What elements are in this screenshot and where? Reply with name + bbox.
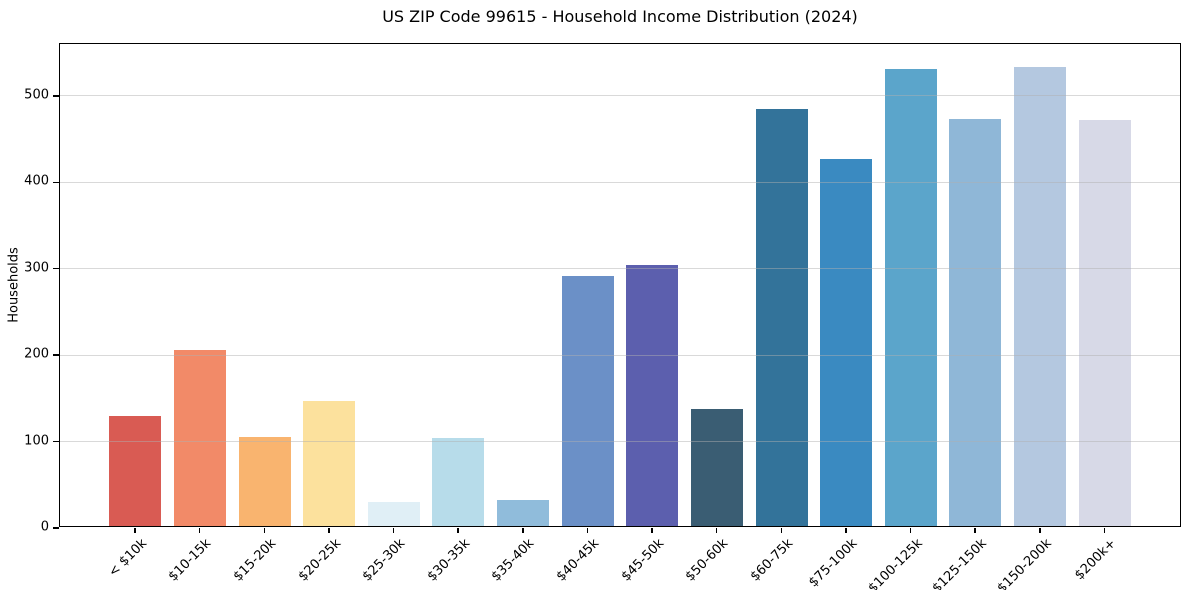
bar-slot-8: $45-50k	[618, 44, 685, 584]
bar-$200k+	[1078, 119, 1131, 526]
bar-$20-25k	[303, 401, 356, 526]
x-tick-mark-3	[328, 527, 330, 533]
x-tick-label-3: $20-25k	[295, 536, 344, 585]
bar-slot-4: $25-30k	[360, 44, 427, 584]
x-tick-mark-14	[1039, 527, 1041, 533]
bar-$75-100k	[820, 159, 873, 526]
bar-$40-45k	[561, 276, 614, 526]
y-tick-label-0: 0	[40, 519, 49, 535]
y-tick-label-400: 400	[24, 173, 49, 189]
x-tick-label-12: $100-125k	[865, 536, 926, 590]
x-tick-mark-10	[780, 527, 783, 533]
bar-slot-6: $35-40k	[489, 44, 556, 584]
bar-slot-15: $200k+	[1072, 44, 1137, 583]
bar-$30-35k	[432, 438, 485, 526]
bar-slot-9: $50-60k	[683, 44, 750, 584]
bar-slot-2: $15-20k	[231, 44, 297, 584]
x-tick-mark-15	[1103, 527, 1106, 533]
bar-$100-125k	[884, 68, 937, 526]
bar-$10-15k	[173, 349, 226, 526]
x-tick-mark-2	[263, 527, 266, 533]
x-tick-mark-9	[715, 527, 718, 533]
x-tick-label-2: $15-20k	[230, 536, 280, 585]
plot-area: < $10k $10-15k $15-20k $20-25k $25-30k $30-35…	[53, 43, 1181, 590]
bar-slot-0: < $10k	[103, 44, 168, 580]
x-tick-mark-13	[974, 527, 976, 533]
chart-title: US ZIP Code 99615 - Household Income Dis…	[382, 7, 858, 26]
bars-row: < $10k $10-15k $15-20k $20-25k $25-30k $30-35…	[60, 44, 1180, 590]
y-tick-mark-300	[53, 267, 59, 270]
y-tick-mark-500	[53, 95, 59, 97]
y-tick-mark-0	[53, 527, 59, 529]
x-tick-label-1: $10-15k	[166, 536, 215, 585]
x-tick-label-13: $125-150k	[929, 536, 991, 590]
x-tick-mark-8	[651, 527, 653, 533]
x-tick-mark-5	[457, 527, 459, 533]
bar-slot-12: $100-125k	[865, 44, 944, 590]
x-tick-label-0: < $10k	[105, 536, 150, 581]
bar-$60-75k	[755, 108, 808, 526]
bar-slot-13: $125-150k	[930, 44, 1008, 590]
y-tick-mark-100	[53, 440, 59, 443]
bar-slot-10: $60-75k	[748, 44, 814, 584]
x-tick-mark-0	[134, 527, 136, 533]
bar-slot-14: $150-200k	[994, 44, 1073, 590]
bar-$45-50k	[626, 265, 679, 526]
x-tick-mark-6	[522, 527, 524, 533]
x-tick-label-5: $30-35k	[424, 536, 474, 585]
x-tick-label-11: $75-100k	[806, 536, 861, 590]
y-axis-ticks: 0 100 200 300 400 500	[0, 43, 59, 534]
bar-$25-30k	[367, 501, 420, 526]
y-tick-mark-200	[53, 354, 59, 356]
bar-$150-200k	[1014, 67, 1067, 526]
y-tick-label-300: 300	[24, 260, 49, 276]
x-tick-mark-1	[198, 527, 201, 533]
bar-slot-3: $20-25k	[295, 44, 362, 584]
bar-$50-60k	[690, 408, 743, 526]
x-tick-mark-7	[586, 527, 589, 533]
y-tick-mark-400	[53, 181, 59, 184]
x-tick-label-8: $45-50k	[618, 536, 667, 585]
bar-$35-40k	[497, 500, 550, 526]
bar-slot-5: $30-35k	[425, 44, 491, 584]
y-tick-label-100: 100	[24, 433, 49, 449]
x-tick-mark-11	[845, 527, 847, 533]
bar-$15-20k	[238, 437, 291, 526]
bar-$125-150k	[949, 118, 1002, 526]
y-tick-label-500: 500	[24, 87, 49, 103]
x-tick-label-6: $35-40k	[489, 536, 538, 585]
bar-< $10k	[109, 415, 162, 526]
x-tick-mark-4	[392, 527, 395, 533]
bar-slot-1: $10-15k	[166, 44, 233, 584]
x-tick-label-7: $40-45k	[553, 536, 603, 585]
x-tick-label-14: $150-200k	[994, 536, 1055, 590]
y-tick-label-200: 200	[24, 346, 49, 362]
x-tick-label-10: $60-75k	[747, 536, 797, 585]
bar-slot-11: $75-100k	[806, 44, 879, 590]
x-tick-mark-12	[909, 527, 912, 533]
bar-slot-7: $40-45k	[554, 44, 620, 584]
x-tick-label-15: $200k+	[1072, 536, 1120, 584]
x-tick-label-4: $25-30k	[359, 536, 409, 585]
x-tick-label-9: $50-60k	[683, 536, 732, 585]
